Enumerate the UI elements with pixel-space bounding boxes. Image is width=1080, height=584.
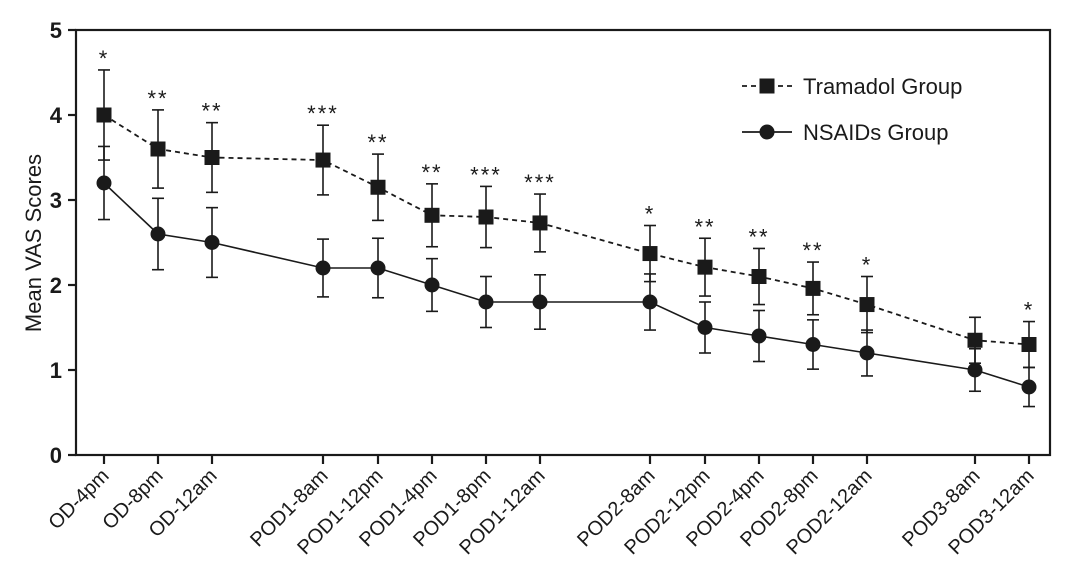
nsaids-point [805, 337, 821, 352]
nsaids-point [967, 362, 983, 378]
tramadol-point [424, 207, 440, 223]
y-axis-label: Mean VAS Scores [21, 154, 46, 332]
nsaids-point [478, 294, 494, 310]
tramadol-point [370, 179, 386, 195]
axes: 0 1 2 3 4 5 [50, 18, 1052, 468]
y-tick-label: 3 [50, 188, 62, 213]
nsaids-point [751, 328, 767, 344]
nsaids-point [697, 320, 713, 335]
tramadol-point [859, 297, 875, 313]
tramadol-point [315, 152, 331, 168]
y-tick-label: 0 [50, 443, 62, 468]
legend-label: NSAIDs Group [803, 120, 949, 145]
nsaids-point [642, 294, 658, 310]
significance-stars: *** [524, 170, 556, 195]
series-lines [103, 114, 1030, 388]
tramadol-point [96, 107, 112, 123]
significance-stars: ** [367, 130, 388, 155]
legend-label: Tramadol Group [803, 74, 962, 99]
significance-stars: ** [748, 224, 769, 249]
tramadol-point [204, 150, 220, 165]
legend-circle-marker [759, 124, 775, 140]
legend-item-tramadol: Tramadol Group [742, 74, 962, 99]
significance-stars: * [1024, 298, 1035, 323]
nsaids-point [96, 175, 112, 191]
tramadol-point [751, 269, 767, 284]
series-markers [96, 107, 1037, 395]
nsaids-point [532, 294, 548, 310]
nsaids-point [1021, 379, 1037, 395]
y-tick-label: 5 [50, 18, 62, 43]
significance-markers: ***** ******* *** ****** ****** [99, 46, 1035, 323]
tramadol-point [697, 259, 713, 275]
nsaids-point [370, 260, 386, 276]
nsaids-point [150, 226, 166, 242]
plot-frame [74, 28, 1052, 457]
significance-stars: ** [201, 99, 222, 124]
tramadol-point [532, 215, 548, 231]
tramadol-point [642, 246, 658, 262]
tramadol-point [805, 280, 821, 296]
y-tick-label: 4 [50, 103, 63, 128]
nsaids-point [859, 345, 875, 361]
nsaids-point [315, 260, 331, 276]
significance-stars: ** [694, 214, 715, 239]
significance-stars: * [862, 253, 873, 278]
significance-stars: *** [470, 162, 502, 187]
tramadol-line [103, 114, 1030, 346]
tramadol-point [967, 332, 983, 348]
significance-stars: * [645, 202, 656, 227]
legend: Tramadol Group NSAIDs Group [742, 74, 962, 145]
legend-item-nsaids: NSAIDs Group [742, 120, 949, 145]
nsaids-point [424, 277, 440, 293]
nsaids-line [103, 182, 1030, 388]
significance-stars: ** [147, 86, 168, 111]
legend-square-marker [759, 78, 775, 94]
y-tick-label: 1 [50, 358, 62, 383]
tramadol-point [1021, 337, 1037, 352]
nsaids-point [204, 235, 220, 250]
significance-stars: *** [307, 101, 339, 126]
significance-stars: * [99, 46, 110, 71]
significance-stars: ** [421, 160, 442, 185]
y-tick-label: 2 [50, 273, 62, 298]
tramadol-point [478, 209, 494, 225]
tramadol-point [150, 141, 166, 157]
significance-stars: ** [802, 238, 823, 263]
